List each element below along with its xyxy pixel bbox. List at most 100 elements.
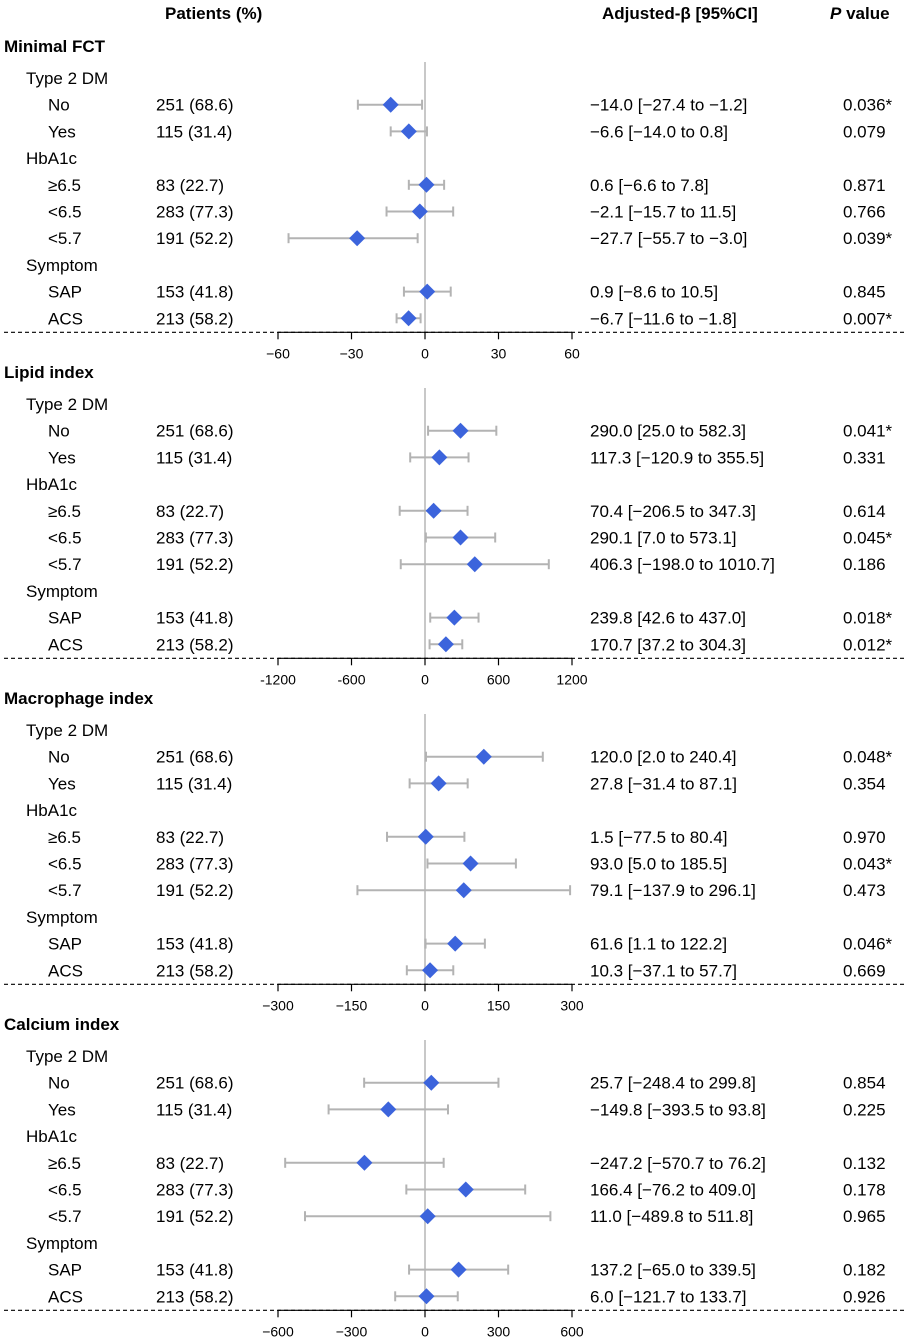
p-value: 0.048* (843, 748, 893, 767)
group-label: Type 2 DM (26, 721, 108, 740)
estimate-marker (447, 935, 464, 952)
estimate-marker (446, 609, 463, 626)
beta-ci-value: 137.2 [−65.0 to 339.5] (590, 1261, 756, 1280)
p-value: 0.845 (843, 283, 886, 302)
patients-value: 153 (41.8) (156, 283, 234, 302)
estimate-marker (457, 1181, 474, 1198)
p-value: 0.614 (843, 502, 886, 521)
patients-value: 213 (58.2) (156, 309, 234, 328)
p-value: 0.039* (843, 229, 893, 248)
estimate-marker (419, 283, 436, 300)
row-label: <6.5 (48, 1181, 82, 1200)
x-tick-label: 0 (421, 671, 429, 687)
patients-value: 251 (68.6) (156, 1074, 234, 1093)
patients-value: 191 (52.2) (156, 881, 234, 900)
panel-0: Minimal FCT Type 2 DM No 251 (68.6) −14.0 [−… (4, 37, 906, 361)
header-patients: Patients (%) (165, 4, 262, 23)
p-value: 0.926 (843, 1287, 886, 1306)
x-tick-label: 0 (421, 1323, 429, 1339)
x-tick-label: 0 (421, 997, 429, 1013)
x-tick-label: 600 (560, 1323, 584, 1339)
row-label: ≥6.5 (48, 1154, 81, 1173)
header-adjusted-beta: Adjusted-β [95%CI] (602, 4, 758, 23)
row-label: ACS (48, 635, 83, 654)
estimate-marker (455, 882, 472, 899)
patients-value: 213 (58.2) (156, 961, 234, 980)
beta-ci-value: −2.1 [−15.7 to 11.5] (590, 203, 736, 222)
estimate-marker (400, 123, 417, 140)
patients-value: 83 (22.7) (156, 502, 224, 521)
row-label: <5.7 (48, 881, 82, 900)
x-tick-label: 60 (564, 345, 580, 361)
estimate-marker (452, 422, 469, 439)
estimate-marker (450, 1261, 467, 1278)
x-tick-label: 150 (487, 997, 511, 1013)
patients-value: 283 (77.3) (156, 203, 234, 222)
estimate-marker (423, 1074, 440, 1091)
beta-ci-value: 93.0 [5.0 to 185.5] (590, 855, 727, 874)
row-label: SAP (48, 283, 82, 302)
p-value: 0.045* (843, 529, 893, 548)
patients-value: 213 (58.2) (156, 1287, 234, 1306)
estimate-marker (419, 1208, 436, 1225)
patients-value: 153 (41.8) (156, 1261, 234, 1280)
row-label: ≥6.5 (48, 502, 81, 521)
panel-title: Macrophage index (4, 689, 154, 708)
group-label: Type 2 DM (26, 1047, 108, 1066)
estimate-marker (437, 636, 454, 653)
group-label: HbA1c (26, 1127, 78, 1146)
patients-value: 283 (77.3) (156, 1181, 234, 1200)
patients-value: 191 (52.2) (156, 1207, 234, 1226)
group-label: HbA1c (26, 475, 78, 494)
group-label: Type 2 DM (26, 395, 108, 414)
panel-1: Lipid index Type 2 DM No 251 (68.6) 290.0 [2… (4, 363, 906, 687)
p-value: 0.854 (843, 1074, 886, 1093)
row-label: <5.7 (48, 229, 82, 248)
x-tick-label: −300 (262, 997, 294, 1013)
beta-ci-value: 170.7 [37.2 to 304.3] (590, 635, 746, 654)
p-value: 0.036* (843, 96, 893, 115)
estimate-marker (418, 1288, 435, 1305)
row-label: ACS (48, 1287, 83, 1306)
patients-value: 115 (31.4) (156, 774, 232, 793)
panel-2: Macrophage index Type 2 DM No 251 (68.6) 120… (4, 689, 906, 1013)
p-value: 0.970 (843, 828, 886, 847)
p-value: 0.007* (843, 309, 893, 328)
x-tick-label: −300 (336, 1323, 368, 1339)
patients-value: 115 (31.4) (156, 448, 232, 467)
row-label: <5.7 (48, 1207, 82, 1226)
beta-ci-value: 11.0 [−489.8 to 511.8] (590, 1207, 753, 1226)
estimate-marker (475, 748, 492, 765)
x-tick-label: −30 (340, 345, 364, 361)
row-label: Yes (48, 122, 76, 141)
row-label: SAP (48, 1261, 82, 1280)
x-tick-label: 600 (487, 671, 511, 687)
p-value: 0.178 (843, 1181, 886, 1200)
panel-title: Minimal FCT (4, 37, 106, 56)
beta-ci-value: 27.8 [−31.4 to 87.1] (590, 774, 737, 793)
x-tick-label: 30 (491, 345, 507, 361)
beta-ci-value: 239.8 [42.6 to 437.0] (590, 609, 746, 628)
group-label: Type 2 DM (26, 69, 108, 88)
patients-value: 283 (77.3) (156, 529, 234, 548)
beta-ci-value: 166.4 [−76.2 to 409.0] (590, 1181, 756, 1200)
beta-ci-value: 117.3 [−120.9 to 355.5] (590, 448, 764, 467)
patients-value: 251 (68.6) (156, 96, 234, 115)
p-value: 0.012* (843, 635, 893, 654)
p-value: 0.132 (843, 1154, 886, 1173)
beta-ci-value: −247.2 [−570.7 to 76.2] (590, 1154, 766, 1173)
estimate-marker (400, 310, 417, 327)
beta-ci-value: 120.0 [2.0 to 240.4] (590, 748, 737, 767)
patients-value: 83 (22.7) (156, 828, 224, 847)
patients-value: 83 (22.7) (156, 1154, 224, 1173)
estimate-marker (431, 449, 448, 466)
beta-ci-value: 79.1 [−137.9 to 296.1] (590, 881, 756, 900)
patients-value: 283 (77.3) (156, 855, 234, 874)
panel-title: Lipid index (4, 363, 94, 382)
row-label: Yes (48, 774, 76, 793)
patients-value: 153 (41.8) (156, 609, 234, 628)
estimate-marker (356, 1154, 373, 1171)
panel-title: Calcium index (4, 1015, 120, 1034)
row-label: ≥6.5 (48, 828, 81, 847)
